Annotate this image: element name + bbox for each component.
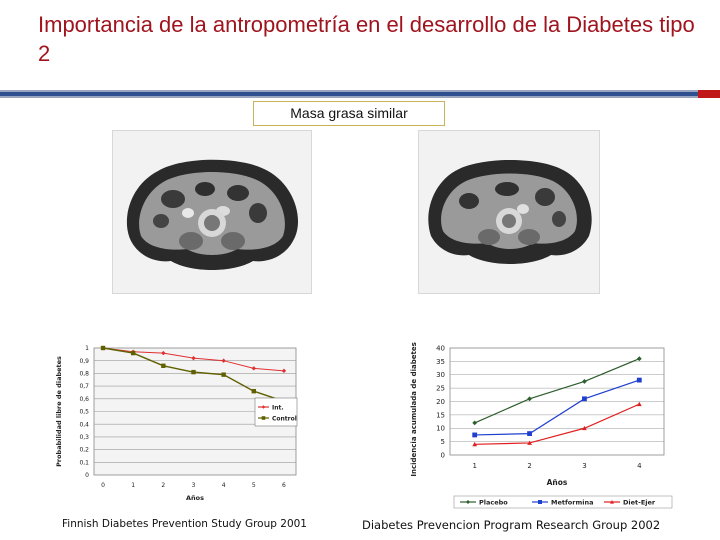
y-tick-label: 0,4 bbox=[79, 421, 89, 428]
x-axis-label: Años bbox=[186, 494, 204, 502]
x-tick-label: 5 bbox=[252, 482, 256, 489]
y-tick-label: 0,6 bbox=[79, 396, 89, 403]
legend-label: Diet-Ejer bbox=[623, 499, 656, 507]
caption-right: Diabetes Prevencion Program Research Gro… bbox=[362, 518, 661, 532]
y-tick-label: 0,5 bbox=[79, 409, 89, 416]
x-tick-label: 4 bbox=[637, 462, 642, 470]
chart-finnish: 0 0,1 0,2 0,3 0,4 0,5 0,6 0,7 0,8 0,9 1 0 1 2 3 4 5 6 Años… bbox=[55, 345, 298, 502]
x-tick-label: 1 bbox=[131, 482, 135, 489]
y-tick-label: 0,2 bbox=[79, 447, 89, 454]
x-tick-label: 3 bbox=[192, 482, 196, 489]
x-tick-label: 2 bbox=[527, 462, 531, 470]
legend-marker bbox=[538, 500, 542, 504]
x-tick-label: 4 bbox=[222, 482, 226, 489]
legend-marker bbox=[261, 405, 266, 409]
ct-scan-left bbox=[112, 130, 312, 294]
data-point bbox=[191, 369, 196, 375]
y-tick-label: 25 bbox=[436, 385, 445, 393]
data-point bbox=[221, 358, 226, 363]
y-tick-label: 0,8 bbox=[79, 371, 89, 378]
data-point bbox=[636, 401, 642, 407]
data-point bbox=[251, 388, 256, 394]
y-tick-label: 0,9 bbox=[79, 358, 89, 365]
legend-marker bbox=[261, 416, 266, 420]
data-point bbox=[582, 396, 587, 402]
legend-label: Int. bbox=[272, 405, 284, 412]
x-tick-label: 6 bbox=[282, 482, 286, 489]
data-point bbox=[582, 425, 587, 431]
ct-scan-abdomen-icon bbox=[419, 131, 599, 293]
data-point bbox=[472, 420, 478, 426]
legend-label: Metformina bbox=[551, 499, 594, 507]
data-point bbox=[130, 350, 136, 356]
series-line-placebo bbox=[474, 358, 640, 424]
y-tick-label: 20 bbox=[436, 398, 445, 406]
data-point bbox=[527, 431, 532, 436]
x-axis-label: Años bbox=[547, 478, 568, 487]
data-point bbox=[161, 350, 166, 356]
data-point bbox=[582, 379, 587, 384]
y-tick-label: 40 bbox=[436, 344, 445, 352]
legend-box bbox=[453, 495, 673, 509]
series-line-diet-ejer bbox=[474, 403, 640, 445]
page-title: Importancia de la antropometría en el de… bbox=[38, 12, 695, 66]
title-divider bbox=[0, 90, 720, 98]
y-tick-label: 0,1 bbox=[79, 459, 89, 466]
legend-label: Control bbox=[272, 416, 297, 423]
x-tick-label: 1 bbox=[472, 462, 476, 470]
chart-dpp: 0 5 10 15 20 25 30 35 40 1 2 3 4 Años Incidencia acumu… bbox=[410, 340, 673, 509]
data-point bbox=[527, 440, 532, 445]
data-point bbox=[281, 368, 287, 374]
y-tick-label: 0 bbox=[441, 451, 445, 459]
data-point bbox=[472, 441, 478, 447]
data-point bbox=[636, 356, 642, 362]
y-axis-label: Incidencia acumulada de diabetes (%) bbox=[410, 340, 418, 477]
legend-label: Placebo bbox=[479, 499, 508, 507]
series-line-metformina bbox=[474, 379, 640, 436]
caption-left: Finnish Diabetes Prevention Study Group … bbox=[62, 518, 307, 530]
y-tick-label: 15 bbox=[436, 411, 445, 419]
legend-marker bbox=[466, 500, 470, 504]
title-divider-accent bbox=[698, 90, 720, 98]
data-point bbox=[191, 355, 196, 361]
y-tick-label: 35 bbox=[436, 358, 445, 366]
legend-box bbox=[254, 397, 298, 427]
data-point bbox=[161, 363, 166, 368]
x-tick-label: 0 bbox=[101, 482, 105, 489]
legend-marker bbox=[610, 500, 614, 504]
y-axis-label: Probabilidad libre de diabetes bbox=[55, 356, 63, 467]
y-tick-label: 0,3 bbox=[79, 434, 89, 441]
y-tick-label: 10 bbox=[436, 425, 445, 433]
ct-scan-abdomen-icon bbox=[113, 131, 311, 293]
y-tick-label: 30 bbox=[436, 371, 445, 379]
y-tick-label: 5 bbox=[441, 438, 445, 446]
data-point bbox=[636, 377, 642, 383]
data-point bbox=[251, 366, 256, 371]
x-tick-label: 2 bbox=[161, 482, 165, 489]
x-tick-label: 3 bbox=[582, 462, 586, 470]
y-tick-label: 1 bbox=[85, 345, 89, 352]
y-tick-label: 0,7 bbox=[79, 383, 89, 390]
data-point bbox=[221, 372, 226, 377]
subtitle-box: Masa grasa similar bbox=[253, 101, 445, 126]
ct-scan-right bbox=[418, 130, 600, 294]
data-point bbox=[100, 345, 106, 351]
data-point bbox=[527, 396, 532, 402]
y-tick-label: 0 bbox=[85, 472, 89, 479]
data-point bbox=[472, 432, 478, 438]
